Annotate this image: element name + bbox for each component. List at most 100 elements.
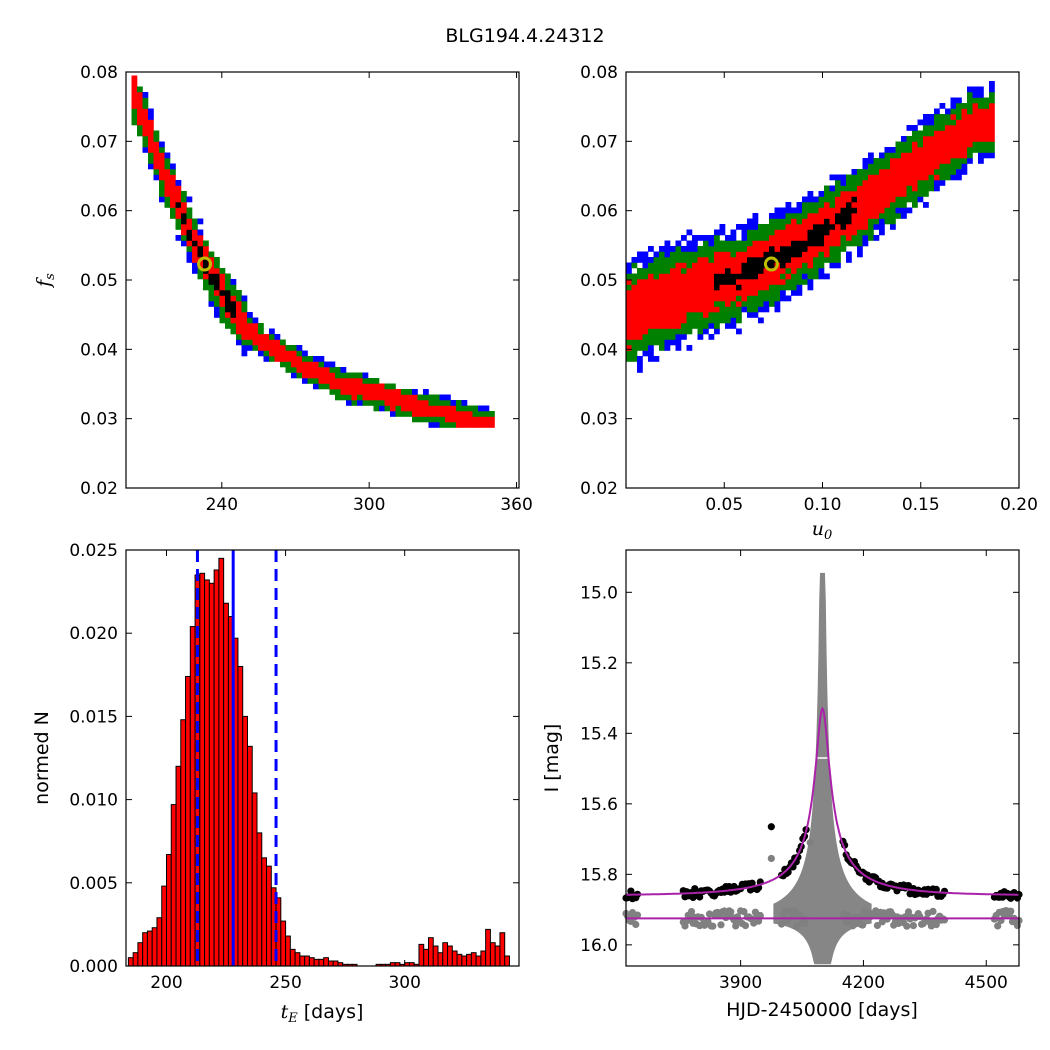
heat-cell — [719, 268, 726, 274]
heat-cell — [763, 279, 770, 285]
heat-cell — [895, 180, 902, 186]
heat-cell — [983, 119, 990, 126]
heat-cell — [313, 378, 319, 384]
heat-cell — [351, 378, 358, 384]
heat-cell — [675, 240, 682, 247]
heat-cell — [884, 207, 891, 214]
heat-cell — [697, 328, 704, 335]
heat-cell — [917, 196, 924, 203]
light-curve-ytick-label: 15.8 — [580, 865, 618, 885]
heat-cell — [137, 86, 143, 93]
heat-cell — [752, 306, 759, 313]
heat-cell — [791, 268, 797, 274]
heat-cell — [818, 251, 825, 258]
heat-cell — [967, 114, 973, 120]
heat-cell — [868, 152, 874, 159]
heat-cell — [642, 268, 649, 274]
heat-cell — [340, 394, 347, 401]
heat-cell — [785, 246, 792, 252]
heat-cell — [884, 202, 891, 208]
heat-cell — [923, 202, 929, 208]
heat-cell — [675, 273, 682, 280]
heat-cell — [835, 235, 841, 241]
heat-cell — [796, 213, 803, 219]
heat-cell — [758, 224, 764, 230]
heat-cell — [956, 125, 962, 131]
heat-cell — [659, 345, 665, 351]
histogram-bar — [180, 719, 187, 967]
heat-cell — [774, 235, 781, 241]
fs-vs-u0-xtick-label: 0.10 — [804, 495, 842, 515]
heat-cell — [774, 218, 781, 225]
heat-cell — [840, 191, 847, 197]
heat-cell — [824, 251, 830, 258]
heat-cell — [626, 279, 632, 285]
fs-vs-te-ytick-label: 0.03 — [80, 410, 118, 430]
heat-cell — [890, 163, 896, 170]
heat-cell — [829, 240, 836, 247]
heat-cell — [752, 290, 759, 296]
residual-point — [732, 922, 740, 930]
heat-cell — [346, 394, 352, 401]
heat-cell — [752, 268, 759, 274]
heat-cell — [318, 367, 325, 373]
heat-cell — [175, 207, 182, 214]
histogram-bar — [332, 960, 339, 967]
heat-cell — [983, 114, 990, 120]
heat-cell — [368, 394, 374, 401]
heat-cell — [912, 125, 918, 131]
histogram-bar — [208, 582, 215, 967]
heat-cell — [236, 301, 242, 307]
heat-cell — [840, 202, 847, 208]
heat-cell — [681, 273, 687, 280]
histogram-bar — [223, 602, 229, 967]
heat-cell — [873, 213, 880, 219]
heat-cell — [917, 180, 924, 186]
heat-cell — [252, 328, 259, 335]
heat-cell — [928, 119, 935, 126]
heat-cell — [983, 97, 990, 104]
heat-cell — [796, 251, 803, 258]
heat-cell — [456, 422, 462, 428]
heat-cell — [642, 334, 649, 340]
heat-cell — [983, 130, 990, 137]
heat-cell — [697, 284, 704, 291]
heat-cell — [708, 317, 715, 324]
heat-cell — [186, 240, 193, 247]
histogram-bar — [218, 557, 225, 967]
heat-cell — [686, 279, 693, 285]
heat-cell — [653, 268, 660, 274]
heat-cell — [747, 268, 753, 274]
heat-cell — [439, 411, 446, 417]
heat-cell — [802, 251, 808, 258]
heat-cell — [857, 174, 863, 181]
heat-cell — [197, 273, 204, 280]
heat-cell — [857, 207, 863, 214]
heat-cell — [159, 191, 165, 197]
heat-cell — [137, 103, 143, 109]
heat-cell — [302, 361, 308, 368]
fs-vs-te-ytick-label: 0.06 — [80, 202, 118, 222]
heat-cell — [472, 411, 479, 417]
heat-cell — [681, 295, 687, 302]
heat-cell — [906, 136, 913, 142]
heat-cell — [714, 306, 720, 313]
heat-cell — [208, 268, 215, 274]
light-curve-ytick-label: 15.6 — [580, 795, 618, 815]
heat-cell — [686, 328, 693, 335]
heat-cell — [978, 103, 984, 109]
residual-point — [687, 908, 696, 916]
light-curve-ytick-label: 15.0 — [580, 583, 618, 603]
heat-cell — [214, 262, 220, 269]
heat-cell — [928, 114, 935, 120]
heat-cell — [664, 345, 671, 351]
heat-cell — [774, 268, 781, 274]
heat-cell — [857, 169, 863, 175]
heat-cell — [659, 290, 665, 296]
heat-cell — [890, 218, 896, 225]
heat-cell — [906, 147, 913, 153]
heat-cell — [989, 147, 995, 153]
heat-cell — [741, 290, 748, 296]
heat-cell — [752, 240, 759, 247]
